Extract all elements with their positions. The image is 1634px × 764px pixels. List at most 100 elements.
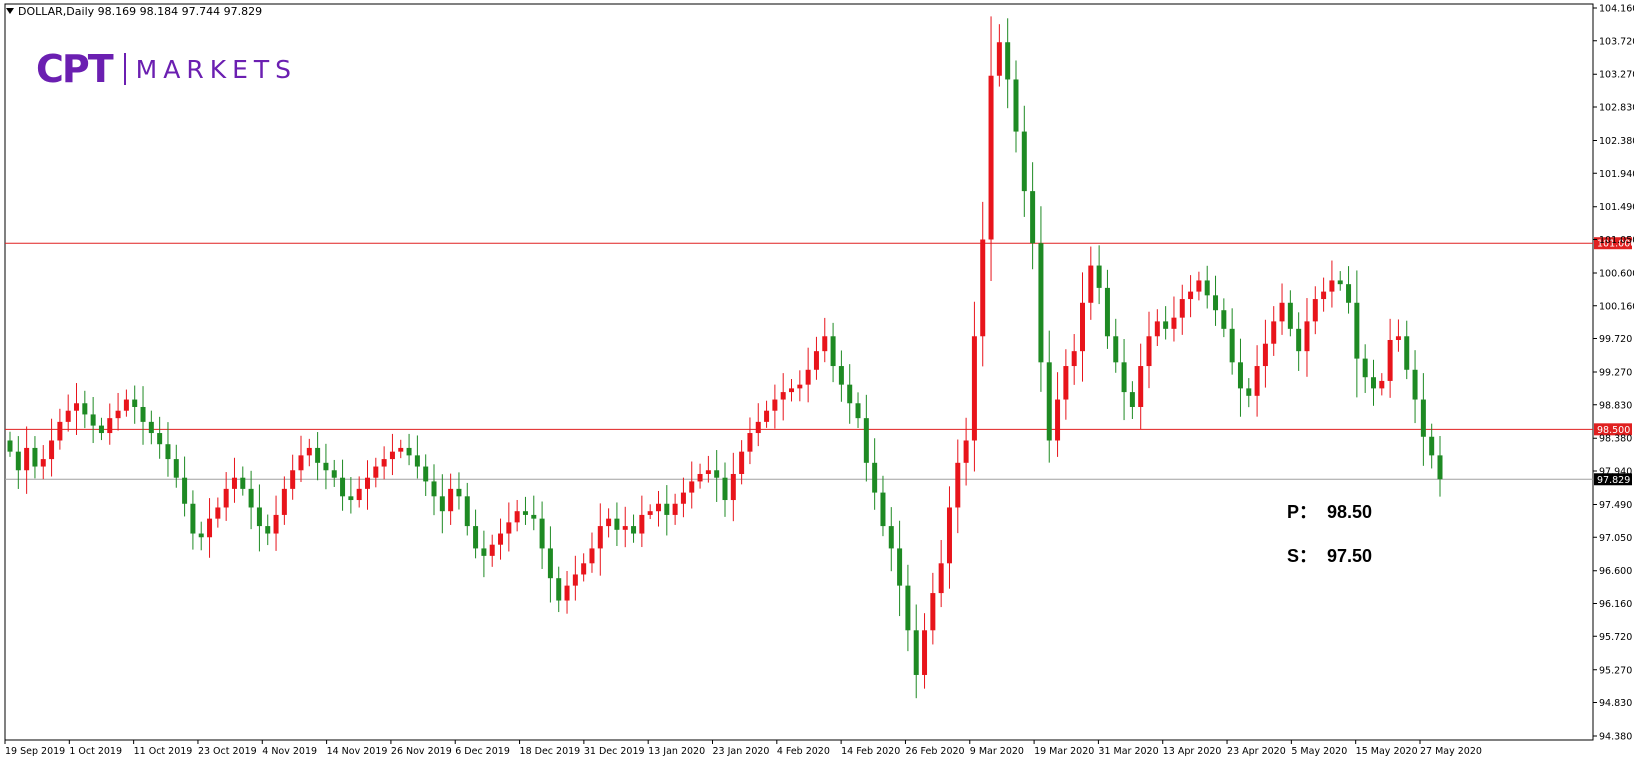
candle-body bbox=[1237, 362, 1243, 389]
x-tick-label: 9 Mar 2020 bbox=[970, 746, 1024, 757]
candle-body bbox=[398, 447, 404, 452]
candle-body bbox=[248, 488, 254, 508]
candle-body bbox=[1362, 358, 1368, 378]
candle-body bbox=[281, 488, 287, 515]
candle-body bbox=[365, 477, 370, 489]
dropdown-triangle-icon[interactable] bbox=[6, 8, 14, 14]
y-tick-label: 95.270 bbox=[1599, 665, 1632, 676]
candle-body bbox=[1055, 399, 1061, 441]
x-tick-label: 31 Mar 2020 bbox=[1098, 746, 1158, 757]
candle-body bbox=[1412, 369, 1418, 400]
candle-body bbox=[1221, 310, 1227, 329]
candle-body bbox=[423, 466, 429, 482]
candle-body bbox=[1063, 366, 1069, 400]
candle-body bbox=[157, 433, 163, 445]
candle-body bbox=[331, 470, 337, 478]
candle-body bbox=[182, 477, 188, 504]
x-tick-label: 14 Feb 2020 bbox=[841, 746, 900, 757]
candle-body bbox=[1154, 321, 1160, 337]
candle-body bbox=[755, 421, 761, 434]
candle-body bbox=[1437, 455, 1443, 480]
candle-body bbox=[123, 399, 129, 411]
candle-body bbox=[647, 511, 653, 515]
candle-body bbox=[789, 388, 795, 393]
symbol-header[interactable]: DOLLAR,Daily 98.169 98.184 97.744 97.829 bbox=[6, 5, 262, 18]
candle-body bbox=[473, 526, 479, 549]
candle-body bbox=[306, 447, 312, 456]
candle-body bbox=[1196, 280, 1202, 292]
candle-body bbox=[1354, 302, 1360, 359]
level-price-tag-label: 98.500 bbox=[1597, 425, 1630, 436]
candle-body bbox=[40, 459, 46, 467]
candle-body bbox=[606, 518, 612, 527]
candle-body bbox=[98, 425, 104, 434]
candle-body bbox=[15, 451, 21, 471]
candle-body bbox=[1129, 392, 1135, 407]
candle-body bbox=[547, 548, 553, 579]
candle-body bbox=[431, 481, 437, 497]
candle-body bbox=[439, 496, 445, 512]
candle-body bbox=[1138, 366, 1144, 407]
candle-body bbox=[963, 440, 969, 463]
y-tick-label: 101.050 bbox=[1599, 235, 1634, 246]
candle-body bbox=[32, 447, 38, 467]
candle-body bbox=[7, 440, 13, 452]
candle-body bbox=[373, 466, 379, 478]
candle-body bbox=[1379, 380, 1385, 389]
candle-body bbox=[581, 563, 587, 575]
candle-body bbox=[730, 473, 736, 501]
candle-body bbox=[1254, 366, 1260, 396]
candle-body bbox=[1046, 362, 1052, 441]
candle-body bbox=[82, 403, 88, 415]
y-tick-label: 101.490 bbox=[1599, 202, 1634, 213]
candle-body bbox=[805, 369, 811, 385]
candle-body bbox=[664, 503, 670, 515]
logo-mark: CPT bbox=[36, 47, 114, 91]
candle-body bbox=[290, 470, 296, 489]
x-tick-label: 19 Mar 2020 bbox=[1034, 746, 1094, 757]
candle-body bbox=[1121, 362, 1127, 393]
y-tick-label: 94.380 bbox=[1599, 732, 1632, 743]
candle-body bbox=[323, 462, 329, 471]
candle-body bbox=[830, 336, 836, 367]
candle-body bbox=[714, 470, 720, 478]
candle-body bbox=[955, 462, 961, 508]
level-price-tag bbox=[1594, 237, 1632, 250]
x-tick-label: 23 Jan 2020 bbox=[713, 746, 770, 757]
y-tick-label: 99.720 bbox=[1599, 334, 1632, 345]
candle-body bbox=[1346, 284, 1352, 303]
x-tick-label: 1 Oct 2019 bbox=[69, 746, 122, 757]
candle-body bbox=[107, 418, 113, 434]
logo-text: MARKETS bbox=[135, 54, 298, 84]
candle-body bbox=[1262, 343, 1268, 367]
candle-body bbox=[722, 477, 728, 501]
candle-body bbox=[946, 507, 952, 564]
candle-body bbox=[539, 518, 545, 549]
candle-body bbox=[1179, 299, 1185, 318]
candle-body bbox=[1287, 302, 1293, 329]
candle-body bbox=[173, 459, 179, 478]
candle-body bbox=[614, 518, 620, 530]
candle-body bbox=[1171, 317, 1177, 329]
candle-body bbox=[838, 366, 844, 385]
pivot-value: 98.50 bbox=[1327, 502, 1373, 522]
candle-body bbox=[980, 239, 986, 337]
level-price-tag-label: 101.000 bbox=[1597, 239, 1634, 250]
y-tick-label: 97.940 bbox=[1599, 467, 1632, 478]
candle-body bbox=[1071, 351, 1077, 367]
candle-body bbox=[1113, 336, 1119, 363]
candle-body bbox=[165, 444, 171, 460]
candle-body bbox=[506, 522, 512, 534]
y-tick-label: 101.940 bbox=[1599, 169, 1634, 180]
candle-body bbox=[930, 593, 936, 631]
candle-body bbox=[1030, 191, 1036, 244]
y-tick-label: 94.830 bbox=[1599, 698, 1632, 709]
candle-body bbox=[1229, 328, 1235, 363]
candle-body bbox=[1213, 295, 1219, 311]
candle-body bbox=[655, 503, 661, 512]
candle-body bbox=[1021, 131, 1027, 192]
candle-body bbox=[190, 503, 196, 534]
candle-body bbox=[996, 42, 1002, 76]
candle-body bbox=[223, 488, 229, 508]
level-price-tag bbox=[1594, 423, 1632, 436]
